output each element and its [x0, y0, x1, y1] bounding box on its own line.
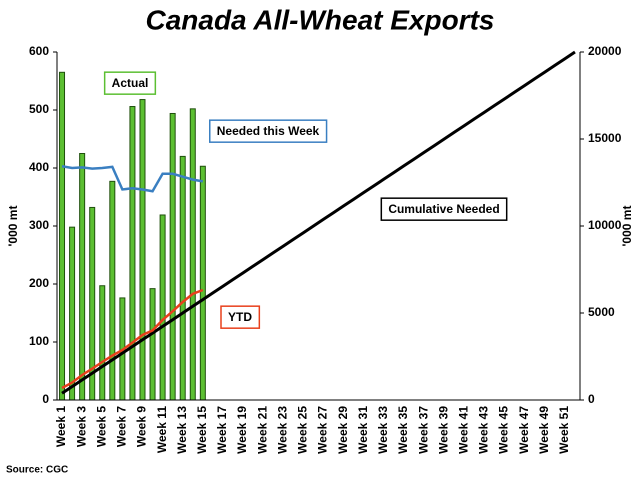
x-tick-label: Week 43 — [477, 406, 491, 454]
bar — [79, 153, 86, 401]
y2-tick-label: 15000 — [588, 131, 622, 145]
x-tick-label: Week 19 — [235, 406, 249, 454]
legend-label: Actual — [112, 76, 149, 90]
x-tick-label: Week 49 — [537, 406, 551, 454]
x-tick-label: Week 1 — [54, 406, 68, 447]
x-tick-label: Week 27 — [316, 406, 330, 454]
y-tick-label: 400 — [29, 160, 49, 174]
bar — [59, 71, 66, 401]
x-tick-label: Week 51 — [557, 406, 571, 454]
y2-axis-title: '000 mt — [620, 206, 634, 247]
x-tick-label: Week 31 — [356, 406, 370, 454]
x-tick-label: Week 23 — [275, 406, 289, 454]
y2-tick-label: 20000 — [588, 44, 622, 58]
x-tick-label: Week 41 — [457, 406, 471, 454]
x-tick-label: Week 3 — [74, 406, 88, 447]
bar — [179, 155, 186, 401]
legend-label: Cumulative Needed — [388, 202, 499, 216]
legend-box — [380, 197, 508, 221]
bar — [169, 112, 176, 401]
legend-box — [220, 305, 261, 329]
y-tick-label: 500 — [29, 102, 49, 116]
x-tick-label: Week 9 — [135, 406, 149, 447]
x-tick-label: Week 35 — [396, 406, 410, 454]
x-tick-label: Week 5 — [94, 406, 108, 447]
x-tick-label: Week 39 — [436, 406, 450, 454]
bar — [199, 165, 206, 401]
x-tick-label: Week 21 — [255, 406, 269, 454]
y-tick-label: 0 — [42, 392, 49, 406]
x-tick-label: Week 13 — [175, 406, 189, 454]
x-tick-label: Week 45 — [497, 406, 511, 454]
x-tick-label: Week 37 — [416, 406, 430, 454]
x-tick-label: Week 11 — [155, 406, 169, 453]
legend-box — [103, 71, 157, 95]
y2-tick-label: 10000 — [588, 218, 622, 232]
y2-tick-label: 0 — [588, 392, 595, 406]
y-axis-title: '000 mt — [6, 206, 20, 247]
y-tick-label: 200 — [29, 276, 49, 290]
bar — [129, 106, 136, 401]
bar — [159, 214, 166, 401]
line-series — [61, 50, 576, 395]
bar — [99, 285, 106, 401]
bar — [139, 99, 146, 401]
y2-tick-label: 5000 — [588, 305, 615, 319]
legend-label: YTD — [228, 310, 252, 324]
x-tick-label: Week 15 — [195, 406, 209, 454]
source-note: Source: CGC — [6, 465, 68, 476]
x-tick-label: Week 33 — [376, 406, 390, 454]
bar — [109, 180, 116, 401]
bar — [149, 288, 156, 401]
line-series — [61, 165, 204, 193]
chart-title: Canada All-Wheat Exports — [145, 4, 494, 35]
legend-label: Needed this Week — [217, 124, 320, 138]
y-tick-label: 300 — [29, 218, 49, 232]
x-tick-label: Week 29 — [336, 406, 350, 454]
x-tick-label: Week 17 — [215, 406, 229, 454]
bar — [189, 108, 196, 401]
line-series — [61, 288, 204, 390]
y-tick-label: 600 — [29, 44, 49, 58]
x-tick-label: Week 47 — [517, 406, 531, 454]
bar — [69, 226, 76, 401]
x-tick-label: Week 25 — [296, 406, 310, 454]
y-tick-label: 100 — [29, 334, 49, 348]
legend-box — [209, 119, 328, 143]
x-tick-label: Week 7 — [115, 406, 129, 447]
